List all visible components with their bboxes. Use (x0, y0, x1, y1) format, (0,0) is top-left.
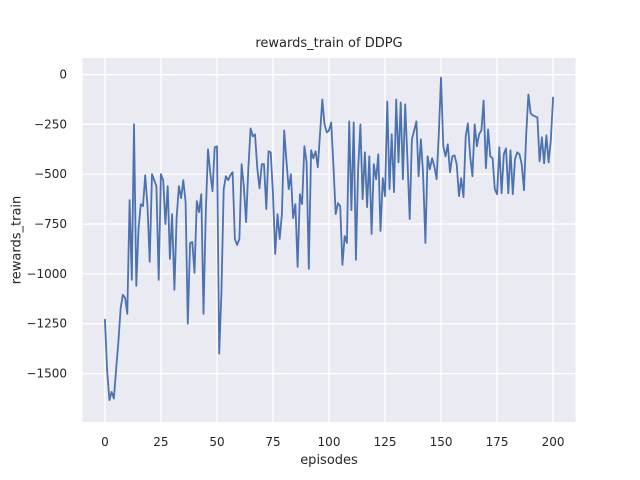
x-tick-label: 125 (374, 435, 397, 449)
y-tick-label: −500 (34, 167, 67, 181)
y-tick-label: −1250 (26, 317, 67, 331)
x-tick-label: 75 (265, 435, 280, 449)
x-axis-label: episodes (300, 453, 358, 468)
y-tick-label: −1500 (26, 367, 67, 381)
y-axis-label: rewards_train (9, 195, 25, 285)
x-tick-label: 150 (430, 435, 453, 449)
x-tick-label: 0 (101, 435, 109, 449)
data-line (104, 76, 554, 402)
x-tick-label: 200 (542, 435, 565, 449)
y-tick-label: −250 (34, 117, 67, 131)
x-tick-label: 50 (209, 435, 224, 449)
x-tick-label: 100 (318, 435, 341, 449)
x-tick-label: 175 (486, 435, 509, 449)
y-tick-label: 0 (59, 68, 67, 82)
chart-title: rewards_train of DDPG (255, 36, 403, 51)
y-tick-label: −1000 (26, 267, 67, 281)
y-tick-label: −750 (34, 217, 67, 231)
x-tick-label: 25 (153, 435, 168, 449)
